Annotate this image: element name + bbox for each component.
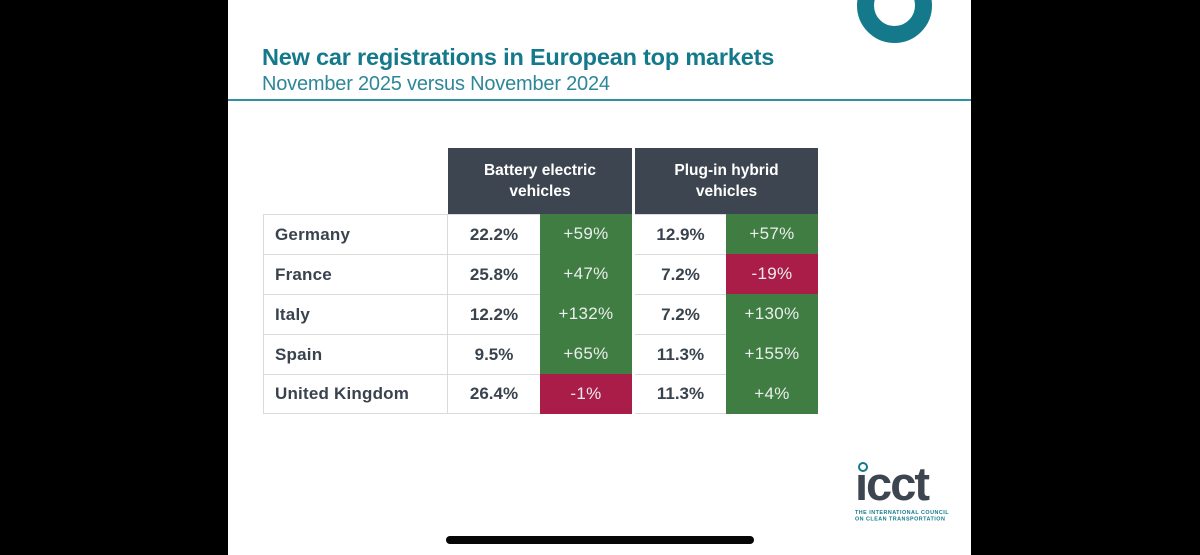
country-cell: Italy [263, 294, 448, 334]
page-subtitle: November 2025 versus November 2024 [262, 73, 610, 95]
bev-share-cell: 22.2% [448, 214, 540, 254]
table-row: United Kingdom 26.4% -1% 11.3% +4% [263, 374, 818, 414]
page-title: New car registrations in European top ma… [262, 44, 775, 70]
bev-share-cell: 25.8% [448, 254, 540, 294]
bev-change-cell: +65% [540, 334, 632, 374]
data-table: Battery electric vehicles Plug-in hybrid… [263, 148, 818, 414]
column-group-header-bev: Battery electric vehicles [448, 148, 632, 214]
table-row: France 25.8% +47% 7.2% -19% [263, 254, 818, 294]
country-cell: France [263, 254, 448, 294]
title-block: New car registrations in European top ma… [262, 44, 822, 96]
bev-share-cell: 26.4% [448, 374, 540, 414]
phev-change-cell: -19% [726, 254, 818, 294]
logo-dot-icon [858, 462, 868, 472]
table-body: Germany 22.2% +59% 12.9% +57% France 25.… [263, 214, 818, 414]
column-group-header-phev: Plug-in hybrid vehicles [635, 148, 818, 214]
country-cell: Spain [263, 334, 448, 374]
phev-change-cell: +4% [726, 374, 818, 414]
bev-change-cell: +59% [540, 214, 632, 254]
country-cell: United Kingdom [263, 374, 448, 414]
phev-share-cell: 7.2% [635, 254, 726, 294]
table-row: Spain 9.5% +65% 11.3% +155% [263, 334, 818, 374]
home-indicator[interactable] [446, 536, 754, 544]
phev-share-cell: 12.9% [635, 214, 726, 254]
table-row: Germany 22.2% +59% 12.9% +57% [263, 214, 818, 254]
phev-change-cell: +130% [726, 294, 818, 334]
bev-change-cell: +132% [540, 294, 632, 334]
title-divider [228, 99, 971, 101]
logo-tagline: THE INTERNATIONAL COUNCIL ON CLEAN TRANS… [855, 509, 971, 522]
table-header-row: Battery electric vehicles Plug-in hybrid… [263, 148, 818, 214]
phev-share-cell: 11.3% [635, 374, 726, 414]
logo-wordmark: ıcct [855, 460, 971, 507]
phev-change-cell: +155% [726, 334, 818, 374]
table-row: Italy 12.2% +132% 7.2% +130% [263, 294, 818, 334]
icct-logo: ıcct THE INTERNATIONAL COUNCIL ON CLEAN … [855, 460, 971, 531]
infographic-slide: New car registrations in European top ma… [228, 0, 971, 555]
logo-tagline-line1: THE INTERNATIONAL COUNCIL [855, 509, 950, 515]
header-spacer [263, 148, 448, 214]
brand-ring-icon [857, 0, 932, 43]
country-cell: Germany [263, 214, 448, 254]
phev-change-cell: +57% [726, 214, 818, 254]
bev-change-cell: -1% [540, 374, 632, 414]
bev-share-cell: 12.2% [448, 294, 540, 334]
phev-share-cell: 7.2% [635, 294, 726, 334]
bev-share-cell: 9.5% [448, 334, 540, 374]
bev-change-cell: +47% [540, 254, 632, 294]
logo-tagline-line2: ON CLEAN TRANSPORTATION [855, 515, 946, 522]
phev-share-cell: 11.3% [635, 334, 726, 374]
